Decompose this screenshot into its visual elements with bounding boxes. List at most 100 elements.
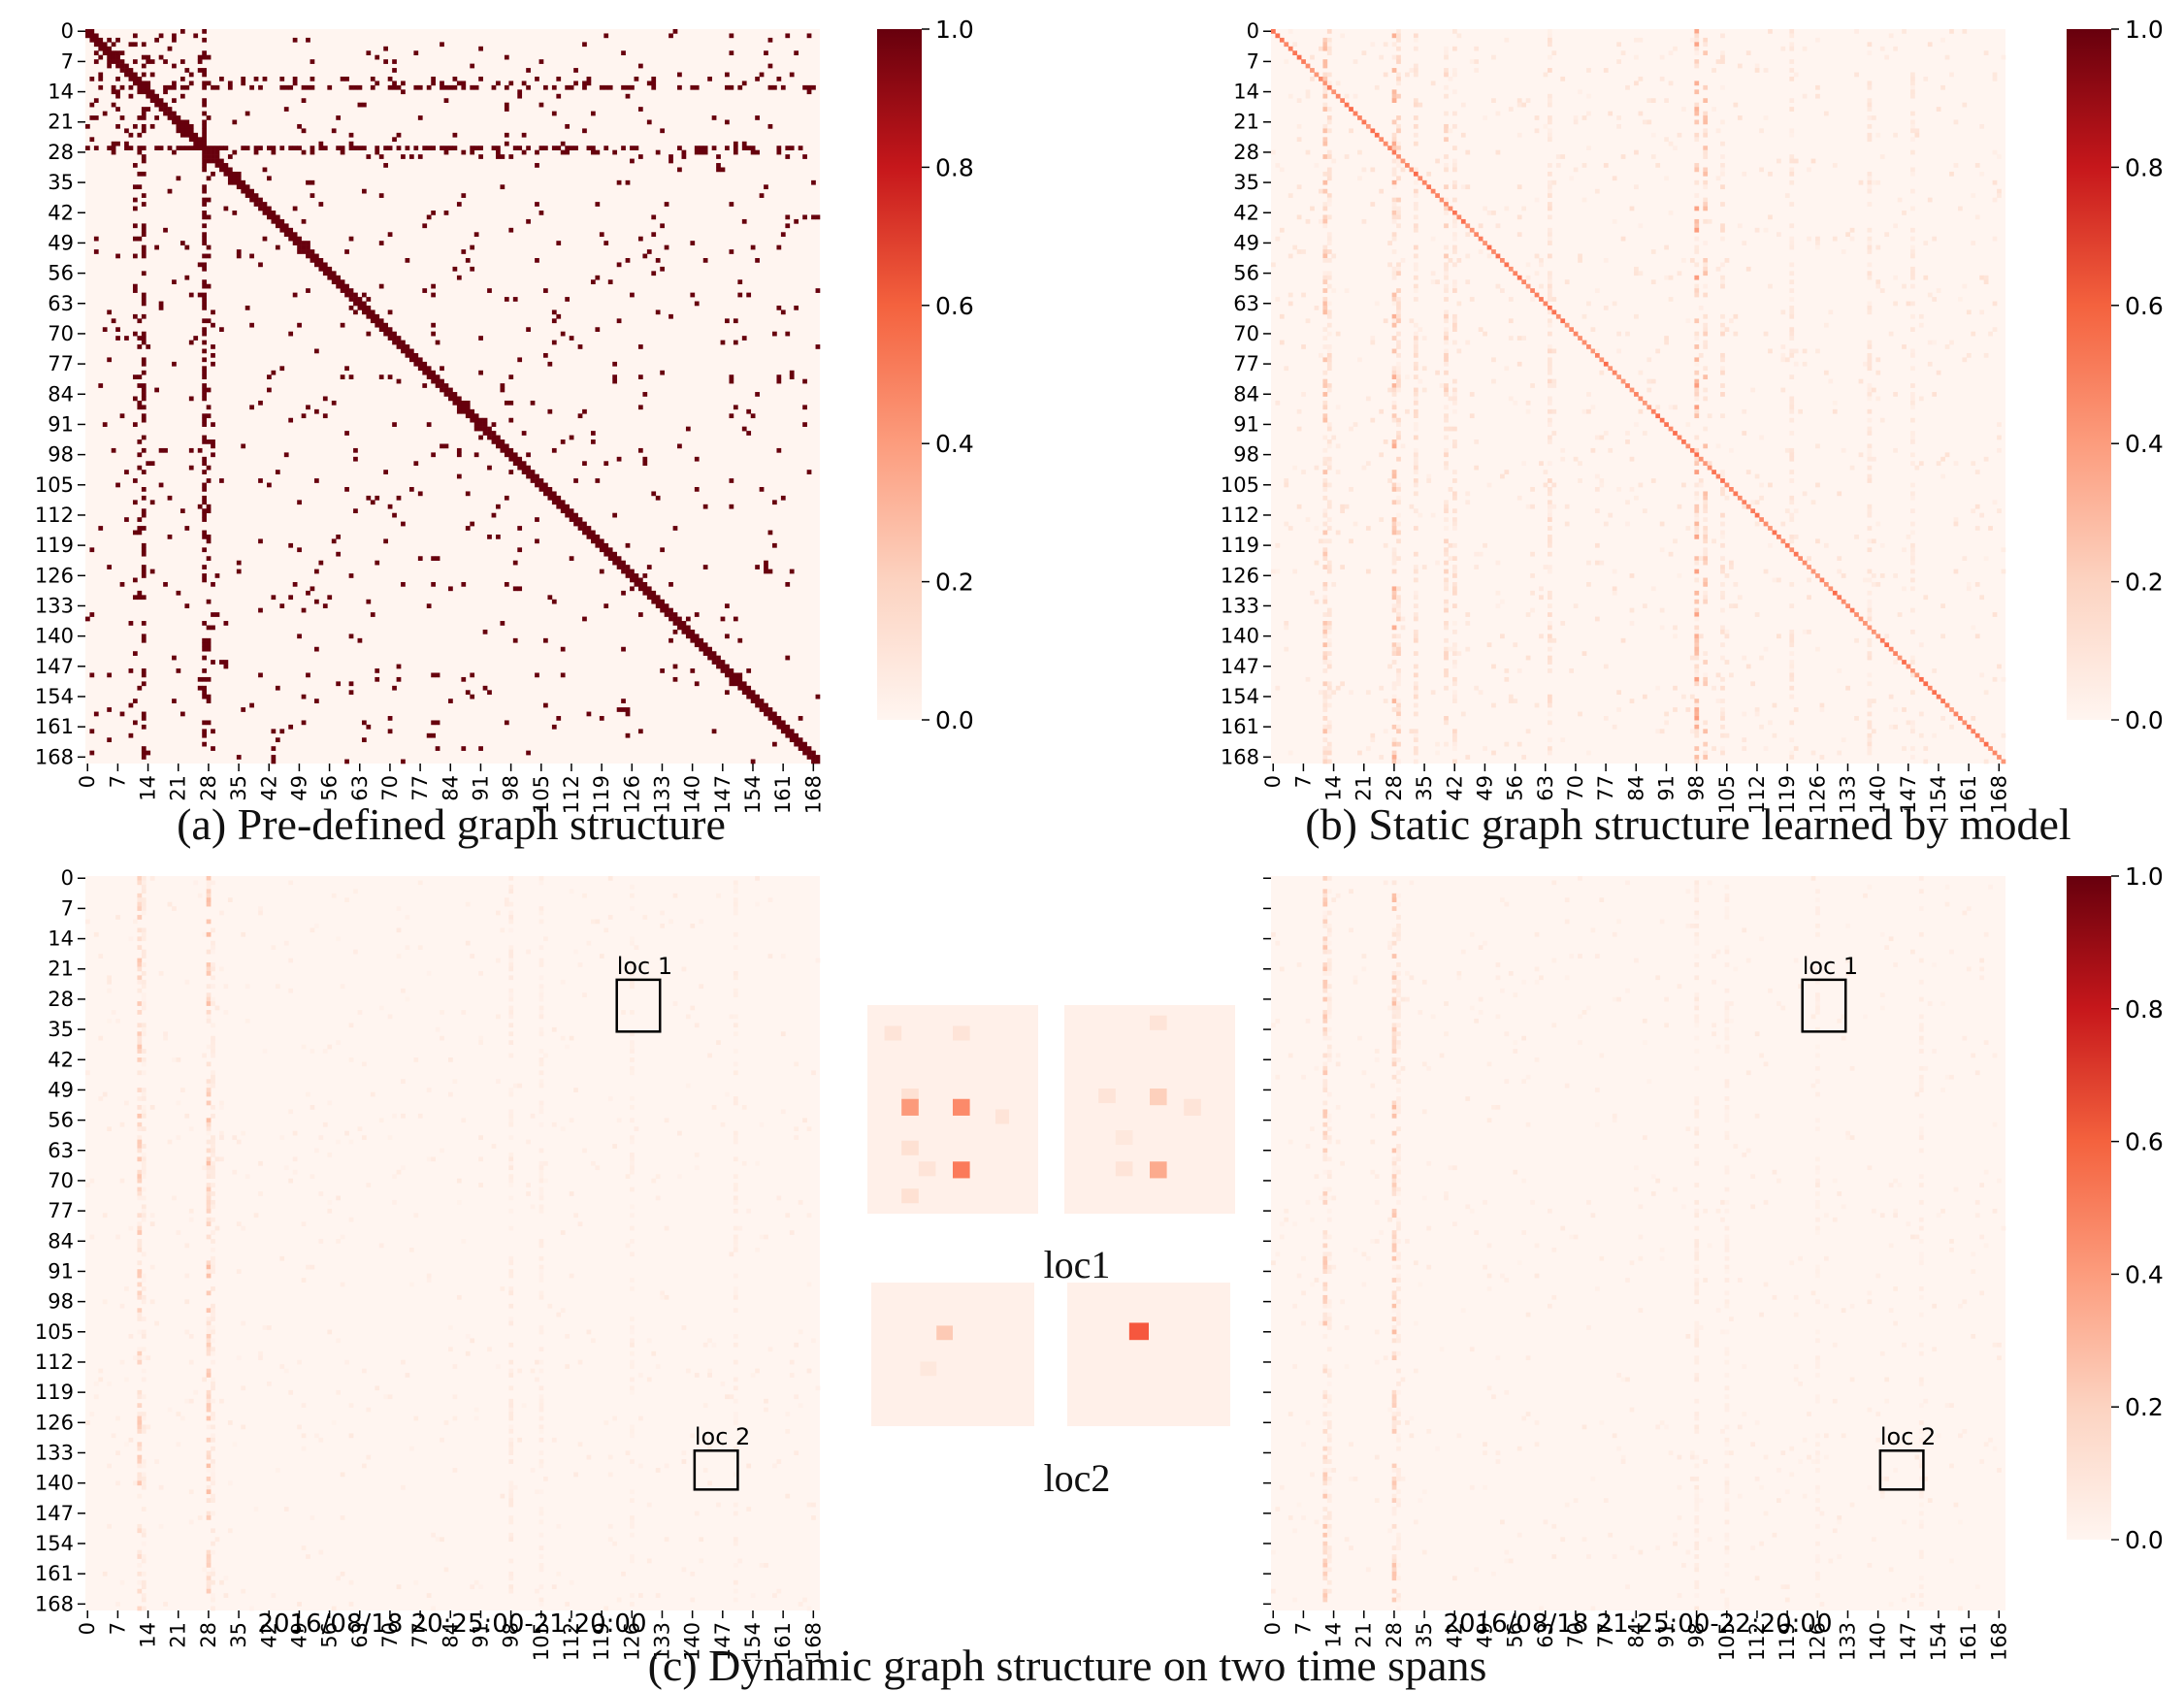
- heatmap-cell: [392, 68, 397, 73]
- heatmap-cell: [1414, 413, 1418, 418]
- heatmap-cell: [271, 595, 276, 600]
- heatmap-cell: [1789, 638, 1794, 643]
- heatmap-cell: [115, 89, 120, 94]
- heatmap-cell: [211, 323, 215, 328]
- heatmap-cell: [642, 591, 647, 596]
- heatmap-cell: [142, 927, 147, 932]
- heatmap-cell: [202, 124, 207, 129]
- heatmap-cell: [630, 1286, 635, 1291]
- x-tick-label: 98: [1685, 775, 1709, 801]
- heatmap-cell: [1868, 538, 1873, 543]
- heatmap-cell: [288, 1179, 293, 1184]
- heatmap-cell: [1401, 626, 1406, 631]
- heatmap-cell: [1322, 202, 1327, 207]
- heatmap-cell: [159, 971, 164, 976]
- heatmap-cell: [133, 124, 138, 129]
- heatmap-cell: [146, 461, 150, 466]
- heatmap-cell: [1396, 366, 1401, 371]
- heatmap-cell: [1539, 634, 1544, 638]
- heatmap-cell: [1551, 483, 1556, 488]
- y-tick-label: 91: [1233, 412, 1259, 436]
- heatmap-cell: [366, 1183, 371, 1187]
- heatmap-cell: [729, 504, 733, 509]
- heatmap-cell: [1669, 297, 1674, 302]
- heatmap-cell: [237, 176, 242, 180]
- heatmap-cell: [1297, 409, 1302, 414]
- heatmap-cell: [207, 1183, 212, 1187]
- heatmap-cell: [1773, 578, 1777, 583]
- heatmap-cell: [98, 47, 103, 51]
- heatmap-cell: [1327, 388, 1332, 393]
- heatmap-cell: [258, 262, 263, 267]
- heatmap-cell: [539, 487, 544, 492]
- heatmap-cell: [565, 297, 570, 302]
- heatmap-cell: [1703, 552, 1708, 557]
- heatmap-cell: [1703, 112, 1708, 116]
- heatmap-cell: [487, 427, 492, 432]
- heatmap-cell: [202, 418, 207, 423]
- heatmap-cell: [279, 603, 284, 608]
- heatmap-cell: [232, 176, 237, 180]
- heatmap-cell: [1863, 621, 1868, 626]
- heatmap-cell: [133, 1355, 138, 1360]
- heatmap-cell: [1789, 660, 1794, 665]
- heatmap-cell: [142, 984, 147, 989]
- heatmap-cell: [1526, 504, 1531, 509]
- heatmap-cell: [89, 672, 94, 677]
- heatmap-cell: [207, 1274, 212, 1279]
- heatmap-cell: [211, 1140, 215, 1145]
- heatmap-cell: [768, 124, 773, 129]
- heatmap-cell: [1868, 427, 1873, 432]
- heatmap-cell: [1720, 142, 1725, 146]
- heatmap-cell: [271, 371, 276, 375]
- heatmap-cell: [1868, 431, 1873, 436]
- heatmap-cell: [1608, 112, 1613, 116]
- heatmap-cell: [1517, 98, 1522, 103]
- heatmap-cell: [107, 146, 112, 150]
- heatmap-cell: [1616, 332, 1621, 337]
- heatmap-cell: [211, 1049, 215, 1054]
- heatmap-cell: [1868, 362, 1873, 367]
- heatmap-cell: [211, 1347, 215, 1351]
- heatmap-cell: [1625, 383, 1630, 388]
- heatmap-cell: [1681, 107, 1686, 112]
- heatmap-cell: [1548, 712, 1552, 717]
- heatmap-cell: [707, 656, 712, 661]
- heatmap-cell: [781, 720, 786, 725]
- heatmap-cell: [561, 1230, 566, 1235]
- heatmap-cell: [366, 297, 371, 302]
- heatmap-cell: [751, 699, 756, 703]
- heatmap-cell: [1591, 448, 1596, 453]
- heatmap-cell: [142, 336, 147, 341]
- heatmap-cell: [1868, 672, 1873, 677]
- heatmap-cell: [1694, 522, 1699, 527]
- heatmap-cell: [1694, 223, 1699, 228]
- heatmap-cell: [1651, 379, 1656, 384]
- heatmap-cell: [508, 1023, 513, 1027]
- heatmap-cell: [517, 146, 522, 150]
- heatmap-cell: [202, 388, 207, 393]
- heatmap-cell: [729, 668, 733, 673]
- heatmap-cell: [1569, 668, 1574, 673]
- heatmap-cell: [1396, 513, 1401, 518]
- heatmap-cell: [263, 237, 268, 242]
- heatmap-cell: [207, 889, 212, 894]
- heatmap-cell: [483, 422, 488, 427]
- heatmap-cell: [142, 1317, 147, 1321]
- heatmap-cell: [1444, 357, 1449, 362]
- heatmap-cell: [103, 327, 108, 332]
- heatmap-cell: [1616, 487, 1621, 492]
- heatmap-cell: [193, 336, 198, 341]
- heatmap-cell: [1643, 431, 1647, 436]
- heatmap-cell: [768, 531, 773, 536]
- heatmap-cell: [1327, 561, 1332, 566]
- heatmap-cell: [742, 1161, 747, 1166]
- heatmap-cell: [591, 1338, 596, 1343]
- heatmap-cell: [1574, 332, 1579, 337]
- heatmap-cell: [1392, 42, 1397, 47]
- heatmap-cell: [1539, 262, 1544, 267]
- heatmap-cell: [461, 405, 466, 409]
- heatmap-cell: [1509, 297, 1514, 302]
- heatmap-cell: [1725, 660, 1730, 665]
- heatmap-cell: [1465, 223, 1470, 228]
